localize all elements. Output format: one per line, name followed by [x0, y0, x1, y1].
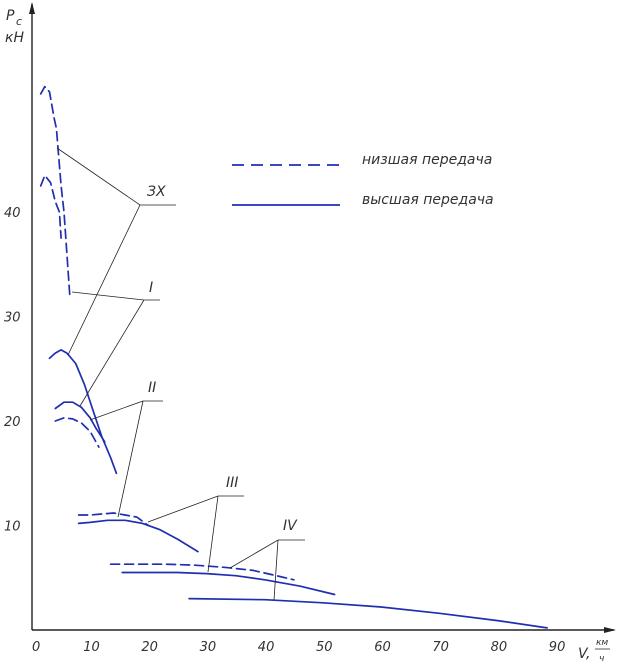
series-line-solid	[121, 571, 336, 596]
x-tick-label: 70	[432, 640, 449, 655]
series-line-solid	[77, 519, 199, 553]
y-tick-label: 30	[4, 311, 21, 326]
series-line-solid	[54, 401, 106, 443]
gear-leader-lines	[56, 147, 305, 601]
x-tick-label: 80	[491, 640, 508, 655]
y-tick-label: 40	[4, 206, 21, 221]
x-tick-label: 30	[200, 640, 217, 655]
gear-label-iii: III	[226, 475, 238, 491]
leader-iv-to-lower-curve	[273, 539, 279, 601]
x-axis-title: V, км ч	[578, 638, 610, 664]
gear-label-zx: ЗХ	[147, 184, 166, 200]
y-tick-label: 20	[4, 415, 21, 430]
x-tick-label: 10	[83, 640, 100, 655]
gear-label-iv: IV	[283, 518, 298, 534]
x-tick-label: 60	[374, 640, 391, 655]
series-line-dashed	[77, 512, 150, 527]
series-line-solid	[188, 597, 548, 629]
y-axis-arrow	[29, 2, 35, 14]
gear-label-ii: II	[148, 380, 156, 396]
x-tick-label: 50	[316, 640, 333, 655]
tick-labels: 0 10 20 30 40 50 60 70 80 90 10 20 30 40	[4, 206, 565, 655]
y-axis-title: P c кН	[5, 8, 24, 46]
series-line-solid	[48, 349, 118, 475]
leader-iii	[147, 495, 244, 523]
legend: низшая передача высшая передача	[232, 152, 494, 208]
leader-i	[71, 291, 160, 301]
leader-iii-to-iv-curve	[207, 495, 219, 573]
gear-label-i: I	[149, 280, 153, 296]
legend-label-high-gear: высшая передача	[362, 192, 494, 208]
legend-label-low-gear: низшая передача	[362, 152, 492, 168]
y-axis-title-unit: кН	[5, 30, 24, 46]
y-axis-title-symbol: P	[6, 8, 15, 24]
y-axis-title-subscript: c	[16, 15, 22, 28]
leader-ii-to-iii-curve	[117, 400, 144, 518]
x-axis-arrow	[604, 627, 616, 633]
x-axis-title-symbol: V,	[578, 646, 590, 662]
x-tick-label: 40	[258, 640, 275, 655]
leader-i-to-ii-curve	[79, 299, 145, 407]
series-layer	[39, 85, 548, 629]
axes	[29, 2, 616, 633]
y-tick-label: 10	[4, 520, 21, 535]
series-line-dashed	[109, 563, 295, 581]
leader-iv	[229, 539, 305, 569]
x-tick-label: 90	[549, 640, 566, 655]
x-tick-label: 0	[32, 640, 40, 655]
leader-zx-to-i-curve	[67, 204, 141, 356]
x-axis-title-unit-numerator: км	[596, 638, 608, 648]
series-line-dashed	[39, 174, 62, 239]
x-axis-title-unit-denominator: ч	[599, 654, 604, 664]
series-line-dashed	[39, 85, 71, 297]
series-line-dashed	[54, 417, 100, 448]
x-tick-label: 20	[141, 640, 158, 655]
leader-ii	[89, 400, 163, 421]
